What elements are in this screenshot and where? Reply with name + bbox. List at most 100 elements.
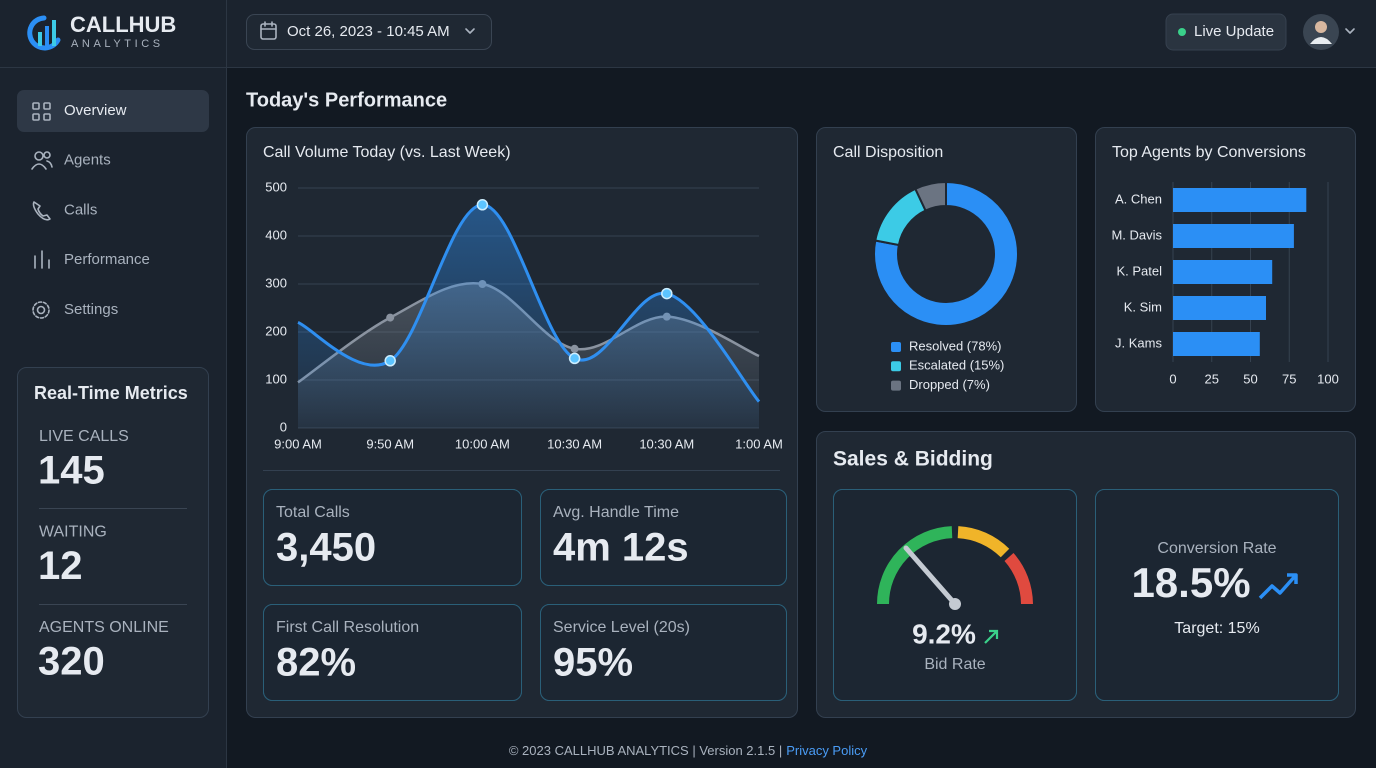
agents-icon [31,151,53,170]
bid-label: Bid Rate [924,656,985,673]
date-picker[interactable] [246,14,492,50]
legend-swatch [891,380,901,391]
donut-segment [914,180,947,212]
metric-label: LIVE CALLS [39,428,129,445]
brand-name: CALLHUB [70,12,176,37]
sales-title: Sales & Bidding [833,448,993,471]
x-tick-label: 0 [1169,371,1176,386]
brand-tagline: ANALYTICS [71,38,164,50]
metric-value: 145 [38,449,105,493]
up-arrow [984,629,999,644]
kpi-card [263,489,522,586]
conversion-value: 18.5% [1131,559,1250,606]
metric-label: WAITING [39,524,107,541]
calls-icon [32,201,51,221]
nav-item[interactable]: Overview [64,102,127,119]
nav-item[interactable]: Agents [64,152,111,169]
nav-item[interactable]: Calls [64,201,97,218]
logo [27,15,61,51]
chart-title: Top Agents by Conversions [1112,144,1306,161]
y-tick-label: M. Davis [1111,227,1162,242]
gauge-needle [903,545,958,607]
bar [1173,224,1294,248]
kpi-value: 3,450 [276,526,376,570]
conversion-card [1095,489,1339,701]
y-tick-label: J. Kams [1115,335,1162,350]
y-tick-label: 500 [265,179,287,194]
trend-icon [1258,573,1298,600]
avatar-head [1315,21,1327,33]
privacy-link[interactable]: Privacy Policy [786,743,867,758]
legend-label: Dropped (7%) [909,377,990,392]
bid-value: 9.2% [912,618,976,649]
kpi-card [540,604,787,701]
section-title: Today's Performance [246,89,447,111]
y-tick-label: A. Chen [1115,191,1162,206]
x-tick-label: 10:30 AM [639,436,694,451]
bar [1173,188,1307,212]
nav-item[interactable]: Settings [64,301,118,318]
footer: © 2023 CALLHUB ANALYTICS | Version 2.1.5… [509,743,868,758]
y-tick-label: K. Patel [1116,263,1162,278]
x-tick-label: 25 [1205,371,1219,386]
legend-label: Escalated (15%) [909,358,1004,373]
chart-title: Call Disposition [833,144,943,161]
kpi-card [540,489,787,586]
date-text: Oct 26, 2023 - 10:45 AM [287,23,450,40]
y-tick-label: 0 [280,419,287,434]
footer-text: © 2023 CALLHUB ANALYTICS | Version 2.1.5… [509,743,782,758]
gauge [877,526,1033,605]
series-area [298,204,759,428]
avatar-body [1310,37,1332,44]
calendar-icon [260,21,277,40]
kpi-label: Service Level (20s) [553,619,690,636]
legend-swatch [891,361,901,372]
y-tick-label: K. Sim [1124,299,1162,314]
metric-value: 320 [38,640,105,684]
data-point [568,352,581,365]
kpi-value: 82% [276,641,356,685]
x-tick-label: 9:50 AM [366,436,414,451]
target-label: Target: 15% [1174,620,1259,637]
settings-icon [32,301,50,319]
kpi-value: 95% [553,641,633,685]
live-update-button[interactable] [1165,13,1287,51]
metric-label: AGENTS ONLINE [39,619,169,636]
chevron [465,28,475,34]
y-tick-label: 400 [265,227,287,242]
x-tick-label: 10:00 AM [455,436,510,451]
nav-active [17,90,209,132]
realtime-panel [17,367,209,718]
x-tick-label: 50 [1243,371,1257,386]
kpi-value: 4m 12s [553,526,689,570]
metric-value: 12 [38,544,83,588]
data-point [661,287,673,300]
data-point [384,355,396,367]
kpi-label: Avg. Handle Time [553,504,679,521]
kpi-label: First Call Resolution [276,619,419,636]
donut-segment [873,180,1019,327]
data-point [386,313,395,322]
live-update-label: Live Update [1194,23,1274,40]
overview-icon [32,102,51,121]
bid-card [833,489,1077,701]
bar [1173,296,1266,320]
chevron [1345,28,1355,34]
performance-icon [34,250,50,269]
live-dot [1178,28,1186,36]
data-point [570,344,579,353]
realtime-title: Real-Time Metrics [34,383,188,403]
disposition-panel [816,127,1077,412]
kpi-label: Total Calls [276,504,350,521]
data-point [476,199,489,211]
y-tick-label: 100 [265,371,287,386]
gauge-hub [949,598,961,610]
y-tick-label: 200 [265,323,287,338]
y-tick-label: 300 [265,275,287,290]
x-tick-label: 75 [1282,371,1296,386]
x-tick-label: 100 [1317,371,1339,386]
x-tick-label: 1:00 AM [735,436,783,451]
kpi-card [263,604,522,701]
nav-item[interactable]: Performance [64,251,150,268]
